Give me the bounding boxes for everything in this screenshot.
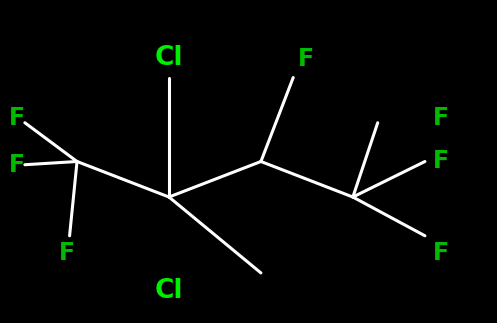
Text: F: F: [432, 241, 448, 265]
Text: F: F: [298, 47, 314, 71]
Text: F: F: [432, 106, 448, 130]
Text: Cl: Cl: [155, 278, 183, 304]
Text: F: F: [9, 106, 25, 130]
Text: F: F: [9, 153, 25, 177]
Text: Cl: Cl: [155, 45, 183, 71]
Text: F: F: [59, 241, 75, 265]
Text: F: F: [432, 150, 448, 173]
